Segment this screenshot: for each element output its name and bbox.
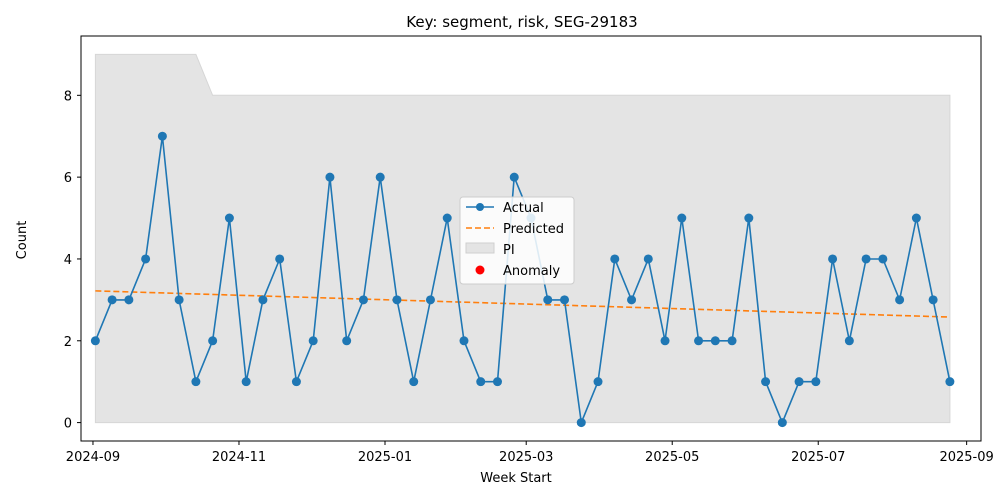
actual-point: [660, 336, 670, 346]
actual-point: [610, 254, 620, 264]
actual-point: [677, 213, 687, 223]
actual-point: [191, 377, 201, 387]
actual-point: [560, 295, 570, 305]
actual-point: [358, 295, 368, 305]
actual-point: [576, 418, 586, 428]
actual-point: [90, 336, 100, 346]
actual-point: [459, 336, 469, 346]
actual-point: [308, 336, 318, 346]
actual-points: [90, 131, 955, 428]
legend-actual-label: Actual: [503, 201, 544, 216]
actual-point: [409, 377, 419, 387]
y-tick-label: 6: [64, 171, 72, 186]
actual-point: [895, 295, 905, 305]
actual-point: [208, 336, 218, 346]
y-tick-label: 2: [64, 335, 72, 350]
y-tick-label: 8: [64, 89, 72, 104]
legend-pi-swatch: [465, 242, 495, 254]
actual-point: [375, 172, 385, 182]
x-tick-label: 2025-07: [791, 450, 845, 465]
legend-anomaly-marker: [475, 265, 485, 275]
actual-point: [593, 377, 603, 387]
x-tick-label: 2025-09: [939, 450, 993, 465]
actual-point: [224, 213, 234, 223]
actual-point: [157, 131, 167, 141]
actual-point: [442, 213, 452, 223]
actual-point: [828, 254, 838, 264]
actual-point: [643, 254, 653, 264]
chart-title: Key: segment, risk, SEG-29183: [406, 13, 637, 31]
y-tick-label: 4: [64, 253, 72, 268]
actual-point: [761, 377, 771, 387]
actual-point: [694, 336, 704, 346]
y-axis-label: Count: [15, 221, 30, 260]
actual-point: [241, 377, 251, 387]
legend-anomaly-label: Anomaly: [503, 264, 560, 279]
legend-actual-marker: [476, 203, 484, 211]
actual-point: [275, 254, 285, 264]
axes-frame: [80, 35, 982, 442]
legend-predicted-label: Predicted: [503, 222, 564, 237]
actual-point: [744, 213, 754, 223]
actual-point: [342, 336, 352, 346]
actual-point: [878, 254, 888, 264]
actual-point: [476, 377, 486, 387]
actual-point: [291, 377, 301, 387]
actual-point: [911, 213, 921, 223]
actual-point: [141, 254, 151, 264]
actual-point: [844, 336, 854, 346]
actual-point: [627, 295, 637, 305]
actual-point: [945, 377, 955, 387]
actual-point: [543, 295, 553, 305]
actual-point: [710, 336, 720, 346]
x-axis-label: Week Start: [480, 471, 552, 486]
actual-point: [777, 418, 787, 428]
predicted-line: [95, 290, 950, 318]
y-axis: 0 2 4 6 8: [64, 89, 81, 432]
x-tick-label: 2025-01: [358, 450, 412, 465]
x-tick-label: 2024-09: [66, 450, 120, 465]
actual-point: [325, 172, 335, 182]
legend: Actual Predicted PI Anomaly: [459, 196, 575, 285]
x-tick-label: 2025-03: [499, 450, 553, 465]
legend-box: [459, 196, 575, 285]
actual-point: [392, 295, 402, 305]
x-tick-label: 2025-05: [645, 450, 699, 465]
actual-point: [509, 172, 519, 182]
actual-point: [727, 336, 737, 346]
actual-point: [174, 295, 184, 305]
actual-point: [258, 295, 268, 305]
actual-point: [928, 295, 938, 305]
actual-point: [492, 377, 502, 387]
actual-point: [107, 295, 117, 305]
actual-point: [425, 295, 435, 305]
x-axis: 2024-09 2024-11 2025-01 2025-03 2025-05 2025-…: [66, 441, 994, 465]
actual-point: [811, 377, 821, 387]
legend-pi-label: PI: [503, 243, 515, 258]
y-tick-label: 0: [64, 417, 72, 432]
actual-point: [124, 295, 134, 305]
actual-point: [861, 254, 871, 264]
x-tick-label: 2024-11: [212, 450, 266, 465]
actual-point: [794, 377, 804, 387]
